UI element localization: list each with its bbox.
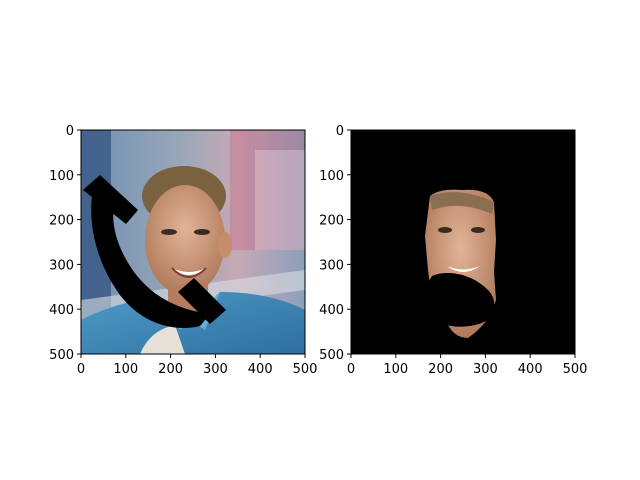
x-tick-label: 500 [563, 362, 588, 377]
y-tick-label: 200 [49, 214, 74, 229]
x-tick-label: 0 [347, 362, 355, 377]
x-tick-label: 400 [248, 362, 273, 377]
y-tick-label: 100 [319, 169, 344, 184]
y-tick-label: 200 [319, 214, 344, 229]
x-tick-label: 300 [203, 362, 228, 377]
y-tick-label: 300 [49, 258, 74, 273]
y-tick-label: 0 [66, 124, 74, 139]
left-image [81, 130, 305, 354]
y-tick-label: 300 [319, 258, 344, 273]
y-tick-label: 500 [49, 348, 74, 363]
right-image [351, 130, 575, 354]
y-tick-label: 400 [49, 303, 74, 318]
x-tick-label: 400 [518, 362, 543, 377]
x-tick-label: 100 [383, 362, 408, 377]
x-tick-label: 0 [77, 362, 85, 377]
x-tick-label: 200 [428, 362, 453, 377]
x-tick-label: 500 [293, 362, 318, 377]
y-tick-label: 400 [319, 303, 344, 318]
x-tick-label: 200 [158, 362, 183, 377]
y-tick-label: 500 [319, 348, 344, 363]
y-tick-label: 0 [336, 124, 344, 139]
y-tick-label: 100 [49, 169, 74, 184]
x-tick-label: 100 [113, 362, 138, 377]
x-tick-label: 300 [473, 362, 498, 377]
